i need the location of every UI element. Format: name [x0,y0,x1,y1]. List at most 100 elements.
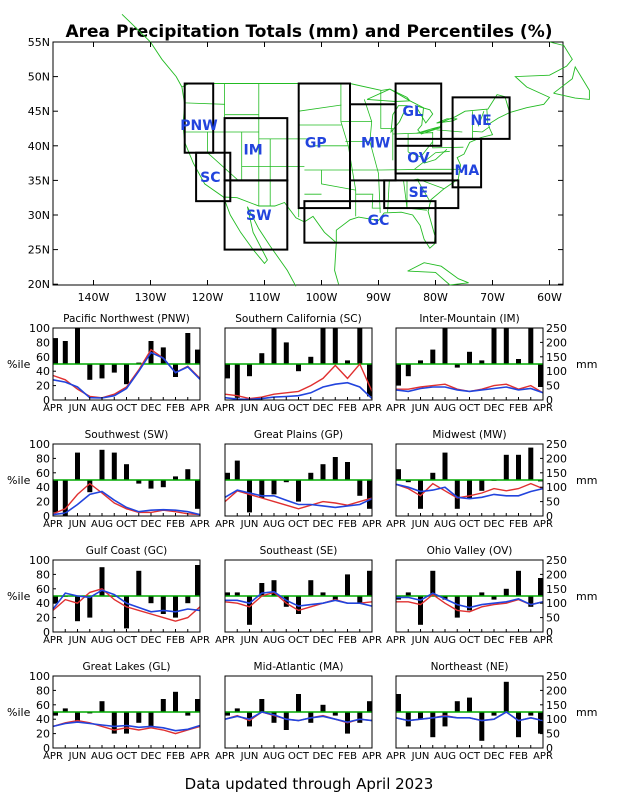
percentile-bar [195,480,200,509]
month-label: AUG [91,519,113,530]
month-label: APR [190,403,210,414]
percentile-bar [225,364,230,379]
percentile-bar [357,480,363,496]
percentile-bar [367,364,372,397]
percentile-bar [418,480,423,509]
percentile-bar [296,596,301,614]
percentile-bar [308,472,314,480]
state-border-38 [477,111,485,127]
percentile-bar [234,592,240,596]
pct-tick-label: 60 [36,699,50,712]
percentile-bar [528,328,534,364]
region-label-sc: SC [200,170,220,186]
pct-tick-label: 20 [36,612,50,625]
percentile-bar [367,570,372,596]
percentile-bar [516,454,521,480]
mm-tick-label: 200 [546,336,567,349]
percentile-bar [271,328,277,364]
percentile-bar [503,328,509,364]
region-box-gc [303,200,437,244]
panel-title: Pacific Northwest (PNW) [63,313,190,325]
percentile-bar [405,712,411,727]
month-label: FEB [338,635,357,646]
percentile-bar [442,712,448,727]
month-label: OCT [288,635,310,646]
percentile-bar [357,712,363,723]
lon-tick-label: 90W [366,291,391,304]
region-label-mw: MW [361,135,390,151]
percentile-bar [283,480,289,483]
percentile-bar [234,364,240,398]
mm-tick-label: 100 [546,597,567,610]
pct-tick-label: 80 [36,452,50,465]
percentile-bar [308,356,314,364]
region-label-pnw: PNW [180,118,217,134]
month-label: AUG [434,519,456,530]
percentile-bar [148,480,154,489]
percentile-bar [124,596,129,629]
amount-line [224,711,373,723]
lon-tick-label: 80W [423,291,448,304]
coast-canada [121,13,183,88]
percentile-bar [247,480,252,513]
mm-axis-label: mm [576,474,597,487]
panel-title: Southern California (SC) [235,313,362,325]
mm-tick-label: 50 [546,612,560,625]
map-regions: PNW SC IM SW GP MW GL NE OV MA SE GC [180,82,511,251]
month-label: DEC [483,635,504,646]
panel-gp: Great Plains (GP) APR JUN AUG OCT DEC FEB APR [215,429,382,530]
percentile-bar [296,694,301,712]
month-label: JUN [240,751,259,762]
month-label: FEB [509,635,528,646]
month-label: DEC [140,751,161,762]
amount-line [52,351,201,399]
month-label: OCT [288,751,310,762]
percentile-bar [396,694,401,712]
percentile-bar [479,592,485,596]
pct-tick-label: 80 [36,684,50,697]
pct-tick-label: 40 [36,481,50,494]
month-label: FEB [509,403,528,414]
percentile-bar [479,712,485,741]
percentile-bar [491,596,497,600]
lon-tick-label: 130W [135,291,167,304]
percentile-bar [405,480,411,483]
percentile-bar [503,681,509,712]
percentile-bar [173,364,178,377]
month-label: FEB [166,751,185,762]
percentile-bar [467,480,472,498]
month-label: DEC [312,519,333,530]
amount-line [395,711,544,722]
mm-tick-label: 150 [546,583,567,596]
month-label: OCT [459,751,481,762]
percentile-bar [87,480,93,493]
percentile-bar [528,447,534,480]
month-label: AUG [263,751,285,762]
month-label: FEB [509,751,528,762]
month-label: APR [190,635,210,646]
month-label: OCT [288,403,310,414]
region-label-sw: SW [246,208,272,224]
month-label: AUG [91,403,113,414]
month-label: DEC [140,635,161,646]
panel-title: Inter-Mountain (IM) [419,313,519,325]
percentile-bar [75,596,80,622]
state-border-39 [472,126,490,133]
panel-ov: Ohio Valley (OV)APR JUN AUG OCT DEC FEB APR050… [386,545,597,646]
percentile-bar [185,712,191,716]
percentile-bar [247,596,252,625]
month-label: OCT [116,635,138,646]
percentile-bar [259,699,265,712]
mm-tick-label: 0 [546,626,553,639]
mm-axis-label: mm [576,358,597,371]
mm-tick-label: 200 [546,684,567,697]
month-label: APR [43,751,63,762]
percentile-bar [454,596,460,618]
month-label: AUG [434,403,456,414]
region-label-gp: GP [305,135,327,151]
percentile-bar [332,596,338,600]
month-label: AUG [91,751,113,762]
month-label: APR [533,403,553,414]
percentile-bar [136,570,142,596]
month-label: DEC [312,635,333,646]
